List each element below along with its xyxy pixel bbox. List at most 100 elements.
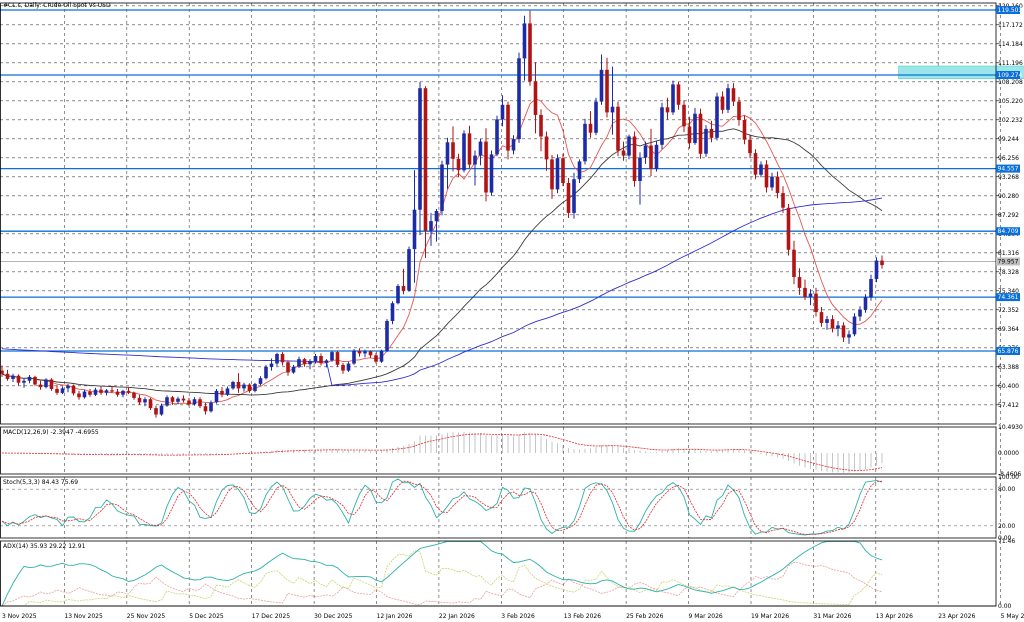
- price-tag-label: 65.876: [998, 348, 1019, 355]
- bear-candle: [16, 375, 21, 383]
- bull-candle: [489, 154, 494, 193]
- adx-pane: 71.460.00: [1, 538, 1015, 610]
- y-tick-label: 102.232: [998, 117, 1023, 124]
- bull-candle: [390, 303, 395, 321]
- bull-candle: [808, 293, 813, 297]
- bear-candle: [77, 393, 81, 398]
- stoch-pane: 100.00 80.00 20.00 0.00: [0, 474, 1019, 542]
- bear-candle: [49, 379, 54, 389]
- bull-candle: [346, 363, 351, 371]
- y-tick-label: 111.196: [998, 60, 1023, 67]
- bear-candle: [709, 128, 714, 138]
- bull-candle: [522, 23, 527, 59]
- bear-candle: [126, 390, 131, 393]
- bull-candle: [852, 316, 857, 335]
- bear-candle: [561, 158, 565, 183]
- x-tick-label: 13 Feb 2026: [564, 613, 602, 620]
- bull-candle: [610, 106, 615, 113]
- bull-candle: [22, 380, 26, 383]
- bear-candle: [187, 400, 191, 405]
- bear-candle: [451, 142, 455, 159]
- bull-candle: [165, 397, 169, 406]
- bull-candle: [863, 297, 868, 310]
- adx-tick-label: 0.00: [998, 603, 1012, 610]
- bull-candle: [412, 209, 417, 250]
- macd-signal-line: [1, 433, 883, 471]
- bear-candle: [110, 390, 114, 392]
- x-tick-label: 3 Nov 2025: [2, 613, 37, 620]
- horizontal-levels[interactable]: [0, 9, 996, 352]
- y-tick-label: 96.256: [998, 155, 1019, 162]
- adx-minus-di-line: [1, 561, 883, 607]
- bear-candle: [533, 81, 538, 115]
- grid: [0, 3, 1001, 606]
- bear-candle: [148, 399, 153, 409]
- bear-candle: [632, 136, 637, 181]
- bear-candle: [302, 359, 307, 365]
- bull-candle: [324, 360, 329, 363]
- bear-candle: [137, 397, 142, 403]
- bull-candle: [770, 176, 774, 188]
- bull-candle: [352, 350, 356, 364]
- ma-mid-line: [1, 128, 883, 396]
- bull-candle: [297, 359, 301, 367]
- pane-frame: [0, 476, 997, 539]
- bull-candle: [583, 123, 587, 162]
- bear-candle: [71, 385, 76, 394]
- ma-slow-line: [1, 197, 883, 387]
- bull-candle: [363, 351, 367, 354]
- price-tag-label: 84.709: [998, 228, 1019, 235]
- bull-candle: [693, 113, 697, 143]
- stoch-tick-label: 0.00: [998, 535, 1012, 542]
- bear-candle: [0, 370, 4, 374]
- bull-candle: [517, 58, 521, 140]
- bear-candle: [880, 260, 884, 266]
- bull-candle: [225, 388, 230, 395]
- bull-candle: [671, 84, 675, 113]
- bear-candle: [819, 312, 824, 323]
- bull-candle: [104, 390, 109, 393]
- bull-candle: [429, 221, 433, 231]
- bull-candle: [434, 211, 439, 222]
- macd-tick-label: -8.4606: [998, 471, 1021, 478]
- bull-candle: [176, 398, 180, 402]
- bear-candle: [203, 406, 208, 412]
- bull-candle: [82, 391, 87, 398]
- y-tick-label: 63.388: [998, 364, 1019, 371]
- bear-candle: [550, 159, 554, 190]
- bear-candle: [280, 354, 285, 363]
- bear-candle: [506, 104, 510, 151]
- bear-candle: [786, 207, 791, 250]
- bear-candle: [649, 145, 653, 169]
- bear-candle: [814, 293, 818, 312]
- pane-frame: [0, 426, 997, 475]
- pane-frames: [0, 2, 997, 607]
- bull-candle: [599, 69, 604, 102]
- time-axis: 3 Nov 2025 13 Nov 2025 25 Nov 2025 5 Dec 20…: [2, 613, 1024, 620]
- bull-candle: [93, 389, 98, 395]
- bear-candle: [731, 88, 736, 102]
- bull-candle: [330, 352, 334, 361]
- bear-candle: [830, 319, 835, 329]
- bear-candle: [792, 249, 796, 277]
- bull-candle: [143, 399, 147, 403]
- x-tick-label: 5 May 2026: [1001, 613, 1024, 620]
- bull-candle: [577, 161, 582, 180]
- bull-candle: [214, 390, 219, 403]
- y-tick-label: 105.220: [998, 98, 1023, 105]
- bear-candle: [720, 96, 725, 110]
- bear-candle: [286, 362, 290, 373]
- bear-candle: [374, 355, 378, 362]
- x-tick-label: 17 Dec 2025: [252, 613, 291, 620]
- bull-candle: [715, 96, 719, 138]
- bull-candle: [704, 128, 708, 154]
- bear-candle: [764, 164, 769, 188]
- bull-candle: [478, 141, 483, 156]
- bull-candle: [44, 379, 48, 388]
- bull-candle: [462, 133, 466, 171]
- stoch-label: Stoch(5,3,3) 84.43 75.69: [3, 479, 79, 486]
- price-axis: 120.160117.172114.184111.196108.208105.2…: [996, 3, 1023, 409]
- bear-candle: [605, 69, 609, 113]
- bear-candle: [781, 193, 785, 208]
